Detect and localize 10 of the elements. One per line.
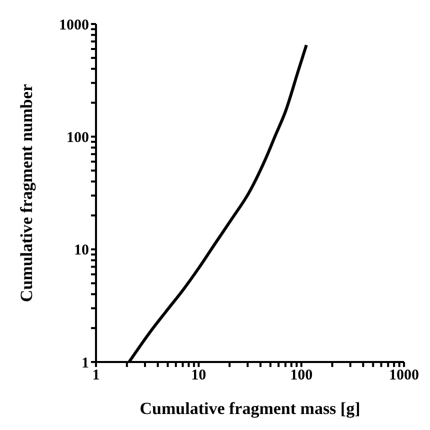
x-tick-label: 10 bbox=[191, 368, 206, 384]
x-axis-title: Cumulative fragment mass [g] bbox=[140, 399, 360, 418]
y-tick-label: 10 bbox=[74, 242, 89, 259]
x-tick-label: 1000 bbox=[389, 368, 419, 384]
y-tick-label: 1 bbox=[82, 355, 89, 372]
x-tick-label: 1 bbox=[92, 368, 100, 384]
y-tick-label: 1000 bbox=[59, 17, 89, 34]
x-tick-label: 100 bbox=[290, 368, 313, 384]
y-tick-label: 100 bbox=[66, 130, 89, 146]
y-axis-title: Cumulative fragment number bbox=[17, 83, 36, 302]
